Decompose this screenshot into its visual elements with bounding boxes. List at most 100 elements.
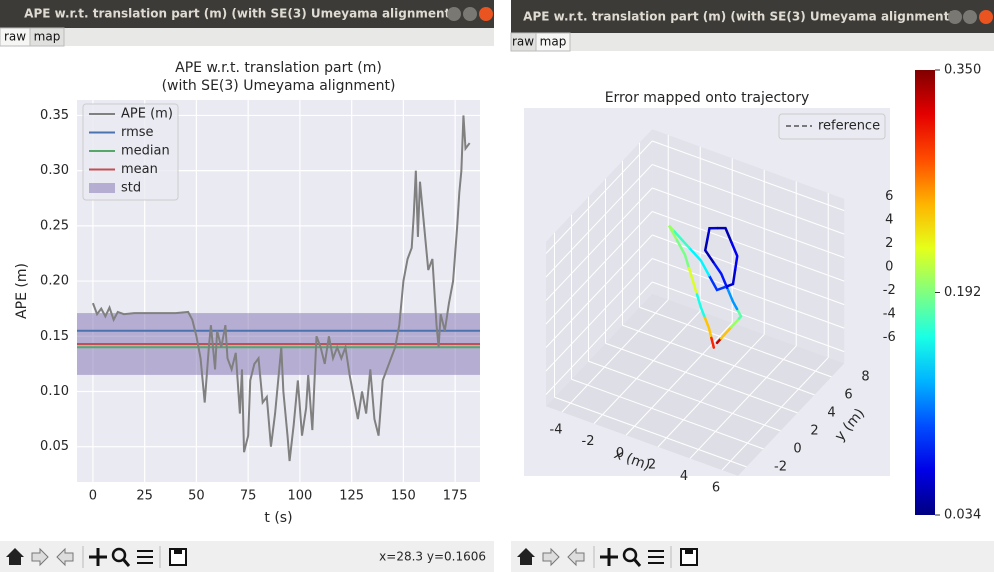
tab-bar [0,28,494,46]
status-text: x=28.3 y=0.1606 [379,550,486,564]
legend [778,113,886,140]
tab-label[interactable]: raw [4,30,26,44]
legend [82,103,179,201]
grid-line [652,140,845,212]
zoom-button[interactable] [622,547,638,563]
trajectory-segment [675,239,691,270]
colorbar-tick-label: 0.350 [944,63,981,78]
x-tick-label: 100 [288,489,313,504]
y-tick-label: 0.10 [40,384,69,399]
y-tick-label: -2 [774,459,787,474]
x-tick-label: 25 [136,489,153,504]
trajectory-segment [703,316,713,340]
maximize-button[interactable] [963,10,977,24]
trajectory-segment [671,228,691,249]
zoom-button[interactable] [111,547,127,563]
plots: APE w.r.t. translation part (m) (with SE(… [14,60,981,526]
x-axis-label: t (s) [264,510,292,526]
grid-line [652,258,845,329]
trajectory-segment [695,293,707,320]
grid-line [588,360,781,432]
colorbar-tick-label: 0.034 [944,508,981,523]
close-button[interactable] [979,10,993,24]
legend-label: reference [818,119,880,134]
grid-line [571,378,764,450]
trajectory-segment [723,268,737,289]
legend-label: median [121,144,170,159]
grid-line [545,140,653,254]
z-tick-label: 2 [885,236,893,251]
tab-label[interactable]: map [540,35,567,49]
y-tick-label: 0.05 [40,439,69,454]
grid-line [545,258,653,372]
window-title: APE w.r.t. translation part (m) (with SE… [523,10,955,24]
z-tick-label: -2 [883,283,896,298]
grid-line [561,299,669,413]
pane [546,293,845,476]
grid-line [545,211,653,325]
x-tick-label: 6 [712,481,720,496]
title-bar [0,0,494,28]
right-window: APE w.r.t. translation part (m) (with SE… [510,0,994,572]
back-button[interactable] [31,547,49,567]
x-tick-label: 2 [648,457,656,472]
trajectory-segment [687,266,699,296]
z-tick-label: -6 [883,330,896,345]
grid-line [657,334,765,448]
trajectory-segment [712,260,729,289]
trajectory-segment [716,226,733,244]
y-tick-label: 4 [827,405,835,420]
z-tick-label: 4 [885,213,893,228]
x-tick-label: 125 [339,489,364,504]
close-button[interactable] [479,7,493,21]
data-line [92,115,471,462]
maximize-button[interactable] [463,7,477,21]
y-tick-label: 6 [844,387,852,402]
zoom-handle [632,558,642,567]
configure-button[interactable] [648,550,664,564]
minimize-button[interactable] [447,7,461,21]
x-tick-label: 150 [391,489,416,504]
home-button[interactable] [517,548,535,565]
legend-label: std [121,181,141,196]
tab[interactable] [535,32,571,52]
legend-label: rmse [121,125,154,140]
y-tick-label: 0 [793,441,801,456]
home-button[interactable] [6,548,24,565]
x-tick-label: 175 [443,489,468,504]
grid-line [652,234,845,306]
pan-button[interactable] [89,548,107,566]
minimize-button[interactable] [948,10,962,24]
trajectory-segment [703,238,715,264]
tab[interactable] [29,27,65,47]
forward-button[interactable] [567,547,585,567]
grid-line [639,306,832,378]
title-bar [511,0,994,33]
grid-line [554,396,747,468]
tab-label[interactable]: raw [512,35,534,49]
tab-bar [511,33,994,51]
grid-line [652,281,845,353]
grid-line [622,324,815,396]
pan-button[interactable] [600,548,618,566]
tab-label[interactable]: map [34,30,61,44]
save-icon-part [685,549,693,554]
x-tick-label: -2 [582,434,595,449]
back-button[interactable] [542,547,560,567]
legend-label: mean [121,162,158,177]
x-tick-label: 4 [680,469,688,484]
x-tick-label: 75 [240,489,257,504]
configure-button[interactable] [137,550,153,564]
x-tick-label: 0 [616,446,624,461]
chart-title: APE w.r.t. translation part (m) [175,60,382,76]
trajectory-segment [667,224,679,242]
grid-line [625,322,733,436]
gap [494,0,511,572]
y-tick-label: 0.15 [40,329,69,344]
trajectory-segment [735,307,743,320]
trajectory-segment [687,246,711,277]
trajectory-segment [707,274,727,292]
forward-button[interactable] [56,547,74,567]
grid-line [593,310,701,424]
z-tick-label: -4 [883,307,896,322]
